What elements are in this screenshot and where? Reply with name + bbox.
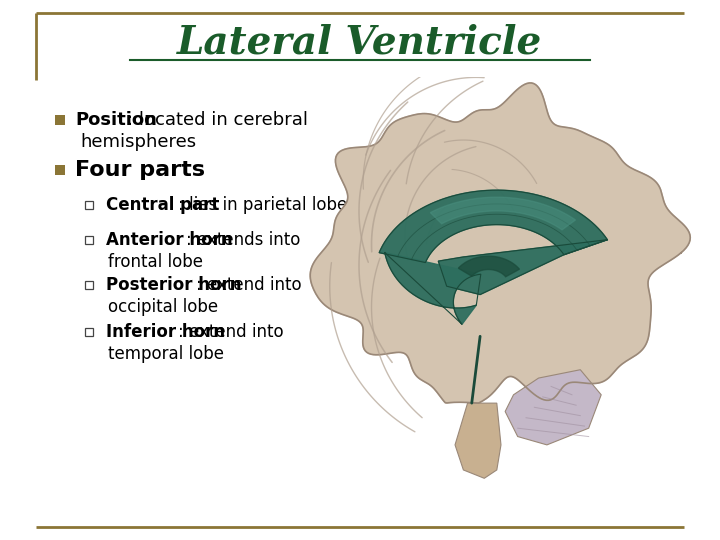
Text: : extends into: : extends into (186, 231, 300, 249)
Polygon shape (431, 197, 575, 230)
Text: occipital lobe: occipital lobe (108, 298, 218, 316)
Text: Anterior horn: Anterior horn (106, 231, 233, 249)
Text: : located in cerebral: : located in cerebral (127, 111, 308, 129)
Polygon shape (384, 253, 481, 324)
Bar (55, 115, 65, 125)
Polygon shape (455, 403, 501, 478)
Bar (85, 281, 93, 289)
Text: Central part: Central part (106, 196, 220, 214)
Text: : extend into: : extend into (178, 323, 284, 341)
Text: Four parts: Four parts (75, 160, 205, 180)
Bar (85, 328, 93, 336)
Text: Posterior horn: Posterior horn (106, 276, 241, 294)
Bar (85, 201, 93, 209)
Text: frontal lobe: frontal lobe (108, 253, 203, 271)
Polygon shape (505, 370, 601, 445)
Bar (85, 236, 93, 244)
Text: : extend into: : extend into (196, 276, 302, 294)
Bar (55, 165, 65, 175)
Text: temporal lobe: temporal lobe (108, 345, 224, 363)
Polygon shape (379, 190, 608, 262)
Polygon shape (459, 256, 519, 277)
Text: Inferior horn: Inferior horn (106, 323, 225, 341)
Polygon shape (310, 83, 690, 403)
Text: Position: Position (75, 111, 157, 129)
Text: hemispheres: hemispheres (80, 133, 196, 151)
Text: Lateral Ventricle: Lateral Ventricle (177, 23, 543, 61)
Text: : lies in parietal lobe: : lies in parietal lobe (178, 196, 347, 214)
Polygon shape (438, 240, 608, 294)
